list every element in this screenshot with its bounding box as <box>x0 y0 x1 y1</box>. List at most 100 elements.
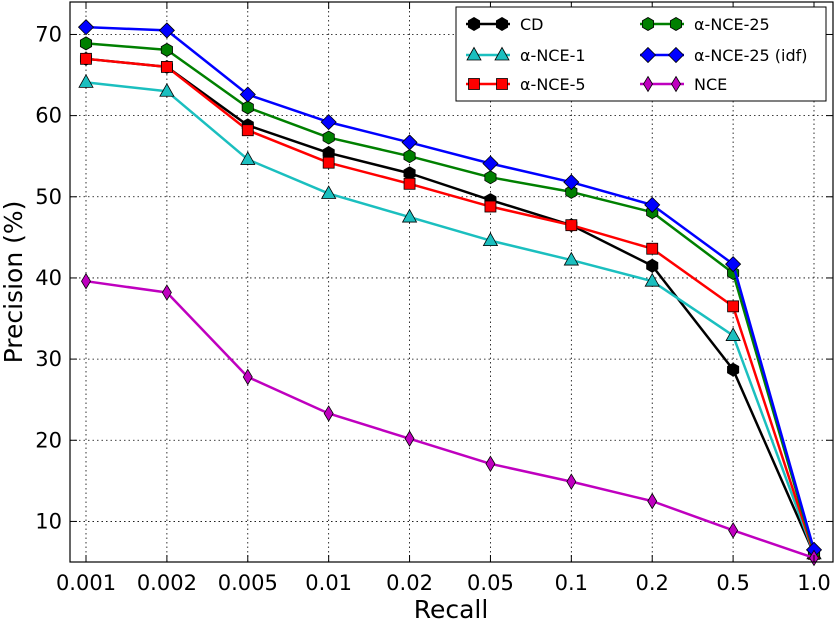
x-tick-labels: 0.001 0.002 0.005 0.01 0.02 0.05 0.1 0.2 0.5 1.0 <box>56 571 831 595</box>
data-point <box>727 362 740 377</box>
y-axis-title: Precision (%) <box>0 201 28 364</box>
legend-marker <box>495 17 509 31</box>
data-point <box>647 492 658 510</box>
data-point <box>485 455 496 473</box>
data-point <box>725 256 742 273</box>
y-tick-labels: 10 20 30 40 50 60 70 <box>35 22 62 533</box>
data-point <box>323 405 334 422</box>
legend-label: NCE <box>694 75 727 94</box>
series-5 <box>77 19 823 558</box>
data-point <box>239 86 256 103</box>
data-point <box>563 251 580 266</box>
series-line <box>85 25 816 551</box>
data-point <box>403 166 416 181</box>
data-point <box>403 177 416 190</box>
legend-marker <box>467 17 481 31</box>
data-point <box>320 114 337 131</box>
data-point <box>241 100 254 115</box>
legend-marker <box>496 78 508 90</box>
data-point <box>563 174 580 191</box>
data-point <box>322 130 335 145</box>
data-point <box>78 74 94 88</box>
legend-marker <box>669 17 683 31</box>
legend-entry: CD <box>466 15 544 34</box>
legend-label: α-NCE-25 <box>694 15 770 34</box>
x-tick-label: 0.01 <box>305 571 352 595</box>
y-tick-label: 60 <box>35 104 62 128</box>
data-point <box>644 272 660 287</box>
legend-marker <box>643 75 653 93</box>
legend-entry: NCE <box>640 75 727 94</box>
data-point <box>482 155 499 172</box>
data-point <box>160 42 173 57</box>
legend-marker <box>667 46 685 64</box>
x-tick-label: 0.001 <box>56 571 116 595</box>
data-point <box>158 22 175 39</box>
x-tick-label: 0.1 <box>555 571 588 595</box>
legend-marker <box>468 78 480 90</box>
data-point <box>646 242 659 255</box>
data-point <box>159 82 175 97</box>
data-point <box>565 219 578 232</box>
data-point <box>240 151 256 165</box>
data-point <box>77 19 95 36</box>
series-line <box>85 57 816 555</box>
legend-marker <box>671 75 681 93</box>
data-point <box>566 473 577 490</box>
data-point <box>160 61 173 73</box>
legend-label: CD <box>520 15 544 34</box>
x-axis-title: Recall <box>414 595 489 623</box>
legend-entry: α-NCE-1 <box>466 46 586 65</box>
series-2 <box>78 74 822 560</box>
y-tick-label: 20 <box>35 428 62 452</box>
data-point <box>728 522 739 539</box>
series-3 <box>80 52 820 560</box>
x-tick-label: 0.05 <box>467 571 514 595</box>
data-point <box>403 149 416 164</box>
legend-entry: α-NCE-5 <box>466 75 586 94</box>
data-point <box>482 232 499 247</box>
plot-border <box>69 1 834 563</box>
data-point <box>646 258 659 273</box>
data-point <box>81 272 91 290</box>
y-tick-label: 50 <box>35 185 62 209</box>
data-point <box>565 184 578 199</box>
data-point <box>80 52 92 65</box>
legend-entry: α-NCE-25 (idf) <box>639 46 808 65</box>
data-point <box>484 170 497 185</box>
x-tick-label: 0.2 <box>636 571 669 595</box>
legend-marker <box>466 46 482 61</box>
y-tick-label: 40 <box>35 266 62 290</box>
legend-marker <box>494 46 510 61</box>
x-tick-label: 0.02 <box>386 571 433 595</box>
data-point <box>727 300 740 313</box>
series-6 <box>81 272 819 567</box>
data-point <box>644 196 661 213</box>
data-point <box>725 327 741 341</box>
data-point <box>320 185 337 199</box>
data-point <box>161 284 172 301</box>
x-tick-label: 0.5 <box>716 571 749 595</box>
legend-label: α-NCE-25 (idf) <box>694 46 808 65</box>
legend-label: α-NCE-5 <box>520 75 586 94</box>
y-tick-label: 70 <box>35 22 62 46</box>
series-line <box>85 42 816 553</box>
data-point <box>242 368 253 386</box>
data-point <box>401 208 418 223</box>
series-line <box>85 279 815 560</box>
legend-marker <box>639 46 657 64</box>
legend-marker <box>641 17 655 31</box>
series-line <box>85 57 816 555</box>
data-point <box>484 200 497 213</box>
data-point <box>404 430 415 447</box>
series-layer <box>77 19 823 567</box>
data-point <box>322 156 335 169</box>
series-line <box>85 81 816 555</box>
data-point <box>401 134 418 151</box>
data-point <box>79 36 93 51</box>
legend-entry: α-NCE-25 <box>640 15 770 34</box>
y-tick-label: 30 <box>35 347 62 371</box>
legend-label: α-NCE-1 <box>520 46 586 65</box>
x-tick-label: 0.002 <box>137 571 197 595</box>
